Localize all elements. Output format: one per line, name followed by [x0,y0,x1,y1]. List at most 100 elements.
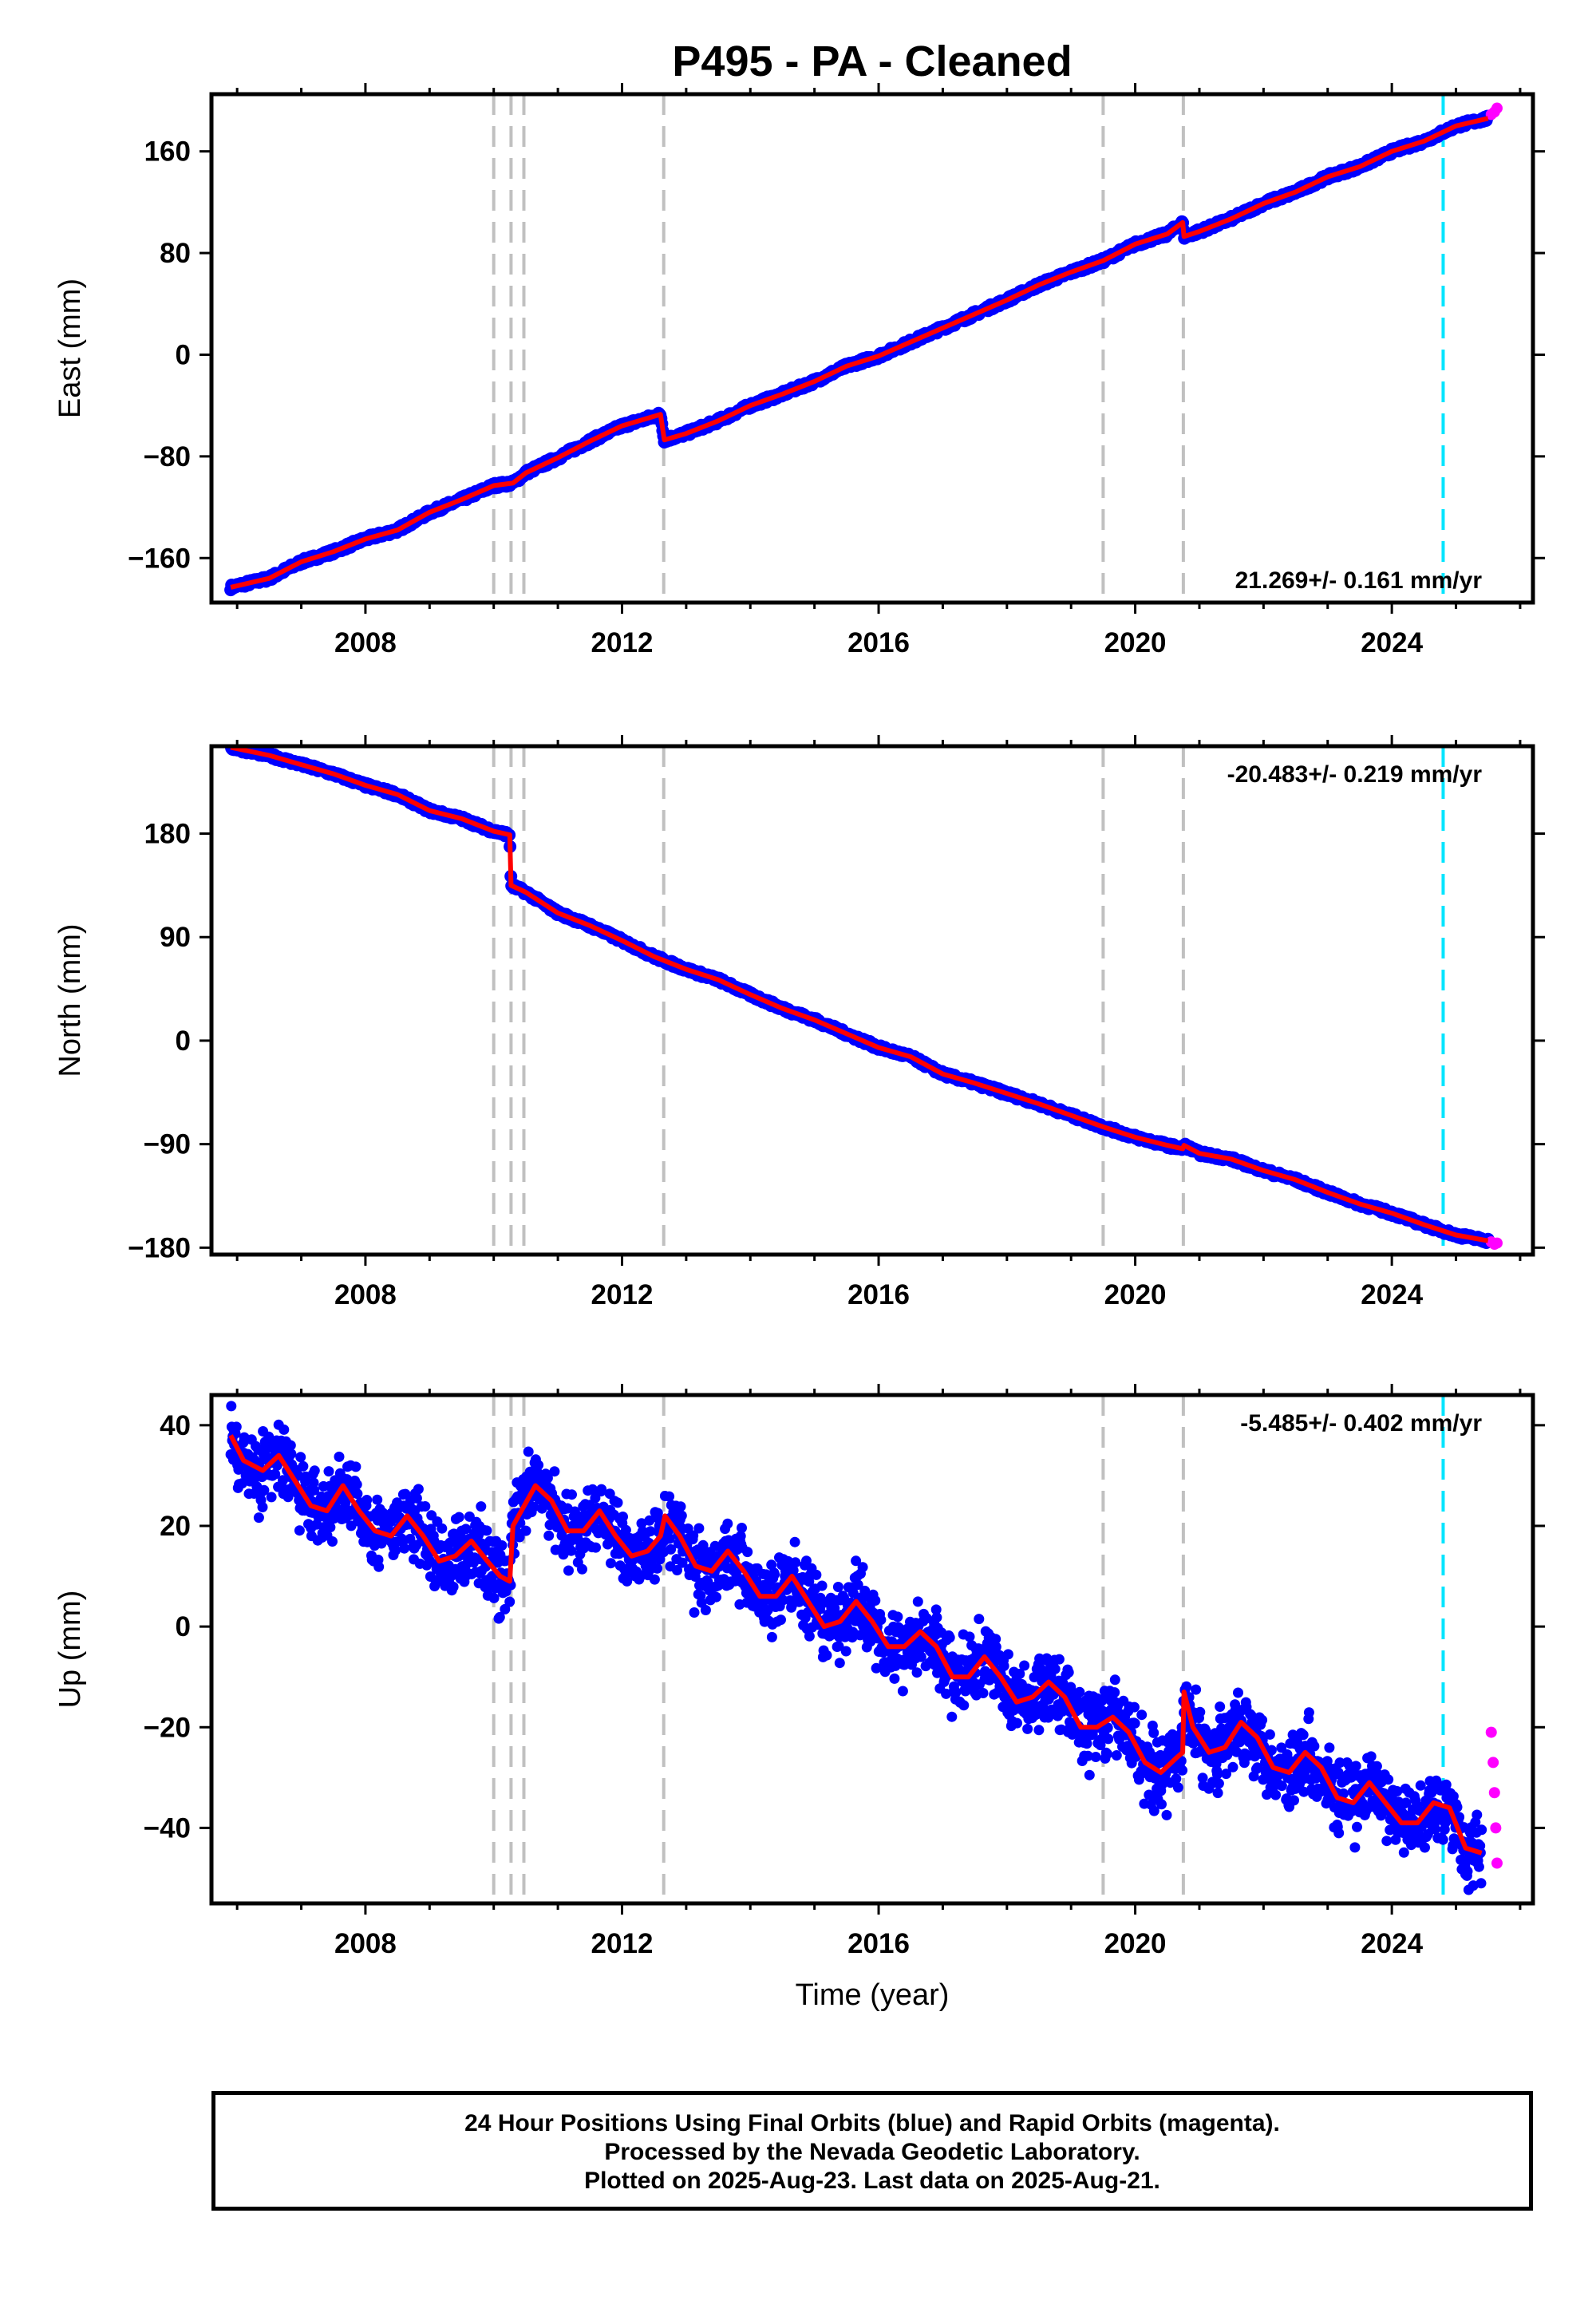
plot-area [224,94,1503,603]
final-orbit-point [285,1440,296,1451]
final-orbit-point [857,1562,868,1573]
final-orbit-point [533,1460,544,1471]
final-orbit-point [500,1603,511,1614]
final-orbit-point [1148,1727,1159,1738]
final-orbit-point [645,1526,656,1537]
model-fit-line [230,116,1489,590]
final-orbit-point [766,1631,777,1642]
final-orbit-point [1161,1809,1172,1820]
y-tick-label: 180 [144,819,191,850]
final-orbit-point [298,1460,309,1472]
final-orbit-point [677,1557,688,1568]
final-orbit-point [664,1533,675,1544]
final-orbit-point [833,1641,844,1652]
final-orbit-point [946,1711,958,1722]
final-orbit-point [1129,1717,1140,1729]
final-orbit-point [325,1522,336,1533]
figure-title: P495 - PA - Cleaned [672,38,1072,85]
final-orbit-point [411,1492,422,1504]
final-orbit-point [528,1501,539,1512]
final-orbit-point [390,1545,401,1556]
y-axis-title: North (mm) [53,923,87,1077]
final-orbit-point [897,1686,908,1697]
final-orbit-point [587,1484,598,1495]
final-orbit-point [567,1489,577,1500]
final-orbit-point [742,1547,753,1558]
final-orbit-point [964,1631,975,1642]
final-orbit-point [666,1543,677,1555]
final-orbit-point [448,1581,459,1592]
final-orbit-point [944,1632,955,1643]
x-tick-label: 2008 [334,1279,397,1310]
final-orbit-point [373,1561,385,1572]
final-orbit-point [1171,1773,1182,1784]
final-orbit-point [689,1607,700,1618]
final-orbit-point [420,1501,431,1512]
final-orbit-point [1148,1805,1159,1816]
final-orbit-point [737,1523,747,1533]
final-orbit-point [270,1468,281,1480]
final-orbit-point [1049,1663,1061,1674]
final-orbit-point [711,1591,721,1603]
final-orbit-point [911,1667,922,1678]
x-tick-label: 2012 [591,1279,654,1310]
final-orbit-point [327,1536,338,1547]
final-orbit-point [1081,1738,1092,1749]
final-orbit-point [776,1614,786,1626]
final-orbit-point [1012,1717,1022,1729]
final-orbit-point [361,1495,373,1505]
final-orbit-point [958,1700,970,1711]
x-tick-label: 2020 [1104,627,1167,658]
final-orbit-point [1102,1722,1113,1733]
x-tick-label: 2012 [591,627,654,658]
final-orbit-point [496,1540,508,1551]
final-orbit-point [309,1484,320,1496]
final-orbit-point [399,1543,410,1554]
final-orbit-point [978,1688,989,1698]
final-orbit-point [644,1515,655,1526]
final-orbit-point [675,1501,686,1512]
y-tick-label: −160 [128,543,191,574]
final-orbit-point [504,1596,516,1607]
final-orbit-point [453,1512,464,1523]
final-orbit-point [649,1574,660,1585]
final-orbit-point [1002,1649,1013,1660]
final-orbit-point [722,1518,733,1529]
y-tick-label: 90 [160,922,191,953]
final-orbit-point [974,1614,985,1625]
final-orbit-point [352,1488,363,1500]
final-orbit-point [664,1491,675,1502]
final-orbit-point [237,1478,247,1489]
final-orbit-point [636,1518,647,1529]
final-orbit-point [606,1558,616,1569]
plot-area [224,746,1503,1255]
final-orbit-point [488,1592,500,1603]
final-orbit-point [700,1605,711,1615]
final-orbit-point [990,1634,1001,1645]
y-tick-label: 0 [176,1026,191,1057]
final-orbit-point [520,1525,531,1536]
final-orbit-point [1109,1674,1120,1686]
final-orbit-point [676,1510,687,1521]
y-tick-label: 0 [176,339,191,370]
x-axis-title: Time (year) [796,1978,950,2012]
final-orbit-point [413,1484,424,1495]
final-orbit-point [1109,1687,1120,1698]
final-orbit-point [549,1466,560,1477]
final-orbit-point [481,1525,492,1536]
y-tick-label: −90 [144,1129,191,1160]
y-tick-label: −180 [128,1232,191,1263]
final-orbit-point [1014,1668,1025,1679]
final-orbit-point [231,1421,242,1433]
final-orbit-point [847,1587,859,1599]
final-orbit-point [253,1512,264,1524]
final-orbit-point [735,1531,746,1542]
final-orbit-point [892,1611,903,1622]
final-orbit-point [620,1524,631,1535]
final-orbit-point [871,1662,882,1674]
final-orbit-point [350,1461,361,1472]
final-orbit-point [226,1401,237,1412]
